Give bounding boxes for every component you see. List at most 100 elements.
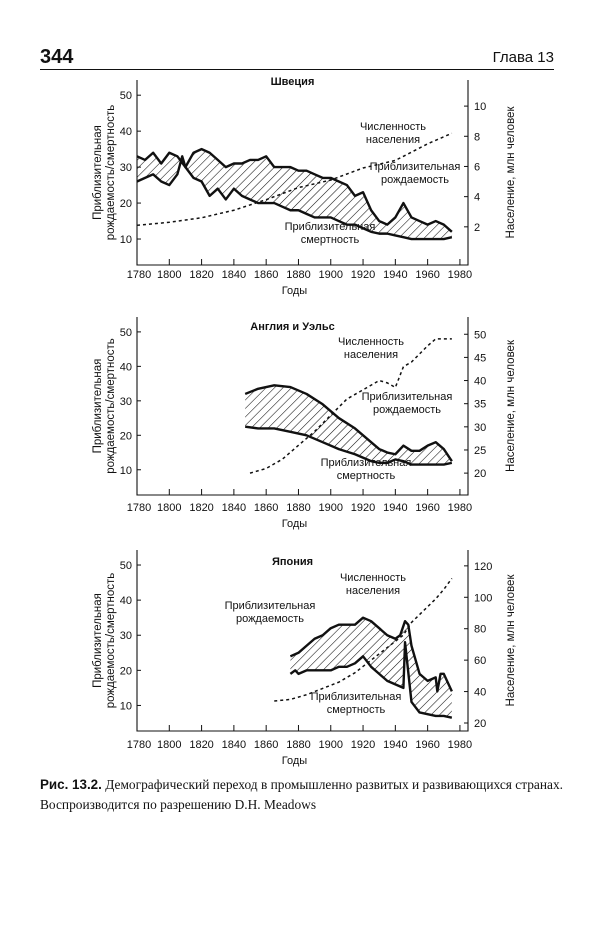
x-tick-label: 1900 bbox=[319, 502, 343, 514]
death-rate-line bbox=[245, 425, 453, 466]
y-axis-title: Приблизительная bbox=[92, 593, 104, 688]
y-axis-title: Приблизительная bbox=[92, 125, 104, 220]
x-tick-label: 1860 bbox=[254, 269, 278, 281]
x-tick-label: 1880 bbox=[286, 269, 310, 281]
caption-label: Рис. 13.2. bbox=[40, 777, 102, 792]
y2-tick-label: 40 bbox=[474, 687, 486, 699]
annotation-birth: Приблизительная bbox=[362, 391, 453, 403]
y2-tick-label: 20 bbox=[474, 468, 486, 480]
y2-tick-label: 100 bbox=[474, 592, 492, 604]
population-line bbox=[249, 338, 452, 474]
birth-rate-line bbox=[136, 147, 453, 233]
birth-rate-line bbox=[244, 384, 453, 462]
y2-tick-label: 10 bbox=[474, 101, 486, 113]
y2-tick-label: 80 bbox=[474, 624, 486, 636]
y2-tick-label: 120 bbox=[474, 561, 492, 573]
x-axis-title: Годы bbox=[282, 755, 308, 767]
y2-tick-label: 60 bbox=[474, 655, 486, 667]
axis-frame bbox=[136, 550, 469, 732]
annotation-birth: рождаемость bbox=[373, 404, 441, 416]
x-tick-label: 1860 bbox=[254, 739, 278, 751]
figure-caption: Рис. 13.2. Демографический переход в про… bbox=[40, 775, 564, 815]
y2-tick-label: 6 bbox=[474, 161, 480, 173]
y2-tick-label: 4 bbox=[474, 192, 480, 204]
y-tick-label: 40 bbox=[120, 595, 132, 607]
y-tick-label: 30 bbox=[120, 630, 132, 642]
x-tick-label: 1920 bbox=[351, 269, 375, 281]
x-tick-label: 1960 bbox=[415, 269, 439, 281]
y2-tick-label: 40 bbox=[474, 376, 486, 388]
y-tick-label: 20 bbox=[120, 198, 132, 210]
birth-rate-line bbox=[289, 616, 453, 693]
axis-frame bbox=[136, 317, 469, 496]
y2-tick-label: 30 bbox=[474, 422, 486, 434]
y-tick-label: 10 bbox=[120, 700, 132, 712]
annotation-birth: рождаемость bbox=[381, 174, 449, 186]
chart-title: Япония bbox=[272, 556, 313, 568]
annotation-population: населения bbox=[344, 349, 398, 361]
caption-text: Демографический переход в промышленно ра… bbox=[40, 777, 564, 812]
x-tick-label: 1980 bbox=[448, 739, 472, 751]
annotation-population: населения bbox=[366, 134, 420, 146]
x-tick-label: 1820 bbox=[189, 269, 213, 281]
x-tick-label: 1940 bbox=[383, 502, 407, 514]
chart-title: Швеция bbox=[271, 76, 315, 88]
x-tick-label: 1800 bbox=[157, 502, 181, 514]
y2-axis-title: Население, млн человек bbox=[505, 574, 517, 707]
population-line bbox=[136, 132, 453, 227]
annotation-population: Численность bbox=[340, 572, 406, 584]
y-axis-title: рождаемость/смертность bbox=[105, 105, 117, 241]
annotation-death: смертность bbox=[327, 704, 386, 716]
y-tick-label: 40 bbox=[120, 361, 132, 373]
y2-tick-label: 2 bbox=[474, 222, 480, 234]
annotation-death: Приблизительная bbox=[321, 457, 412, 469]
annotation-death: Приблизительная bbox=[285, 221, 376, 233]
chart-title: Англия и Уэльс bbox=[250, 321, 334, 333]
annotation-population: населения bbox=[346, 585, 400, 597]
y-tick-label: 10 bbox=[120, 465, 132, 477]
annotation-population: Численность bbox=[338, 336, 404, 348]
y-tick-label: 50 bbox=[120, 90, 132, 102]
death-rate-line bbox=[136, 155, 453, 241]
x-tick-label: 1860 bbox=[254, 502, 278, 514]
x-tick-label: 1840 bbox=[222, 739, 246, 751]
y-tick-label: 10 bbox=[120, 234, 132, 246]
x-tick-label: 1980 bbox=[448, 269, 472, 281]
x-tick-label: 1940 bbox=[383, 739, 407, 751]
y2-tick-label: 50 bbox=[474, 329, 486, 341]
x-tick-label: 1780 bbox=[127, 502, 151, 514]
y2-axis-title: Население, млн человек bbox=[505, 339, 517, 472]
y2-tick-label: 20 bbox=[474, 718, 486, 730]
x-tick-label: 1780 bbox=[127, 269, 151, 281]
y2-tick-label: 8 bbox=[474, 131, 480, 143]
x-tick-label: 1940 bbox=[383, 269, 407, 281]
hatched-gap-area bbox=[137, 149, 452, 240]
x-tick-label: 1840 bbox=[222, 502, 246, 514]
chapter-title: Глава 13 bbox=[492, 49, 554, 66]
y-axis-title: рождаемость/смертность bbox=[105, 338, 117, 474]
x-tick-label: 1820 bbox=[189, 739, 213, 751]
y-axis-title: рождаемость/смертность bbox=[105, 573, 117, 709]
y2-tick-label: 25 bbox=[474, 445, 486, 457]
death-rate-line bbox=[289, 641, 453, 719]
y2-tick-label: 35 bbox=[474, 399, 486, 411]
y-axis-title: Приблизительная bbox=[92, 359, 104, 454]
x-tick-label: 1800 bbox=[157, 739, 181, 751]
y-tick-label: 20 bbox=[120, 430, 132, 442]
x-tick-label: 1780 bbox=[127, 739, 151, 751]
x-tick-label: 1980 bbox=[448, 502, 472, 514]
annotation-birth: рождаемость bbox=[236, 613, 304, 625]
y-tick-label: 30 bbox=[120, 396, 132, 408]
x-tick-label: 1880 bbox=[286, 502, 310, 514]
x-tick-label: 1900 bbox=[319, 739, 343, 751]
x-tick-label: 1920 bbox=[351, 502, 375, 514]
x-tick-label: 1820 bbox=[189, 502, 213, 514]
x-tick-label: 1920 bbox=[351, 739, 375, 751]
y-tick-label: 50 bbox=[120, 560, 132, 572]
y2-tick-label: 45 bbox=[474, 352, 486, 364]
header-rule bbox=[40, 69, 554, 70]
y-tick-label: 40 bbox=[120, 126, 132, 138]
page-number: 344 bbox=[40, 46, 74, 68]
x-tick-label: 1840 bbox=[222, 269, 246, 281]
demographic-transition-figure: Швеция 10 20 30 40 50 2 4 6 8 10 1800 1820 1840 1860 18… bbox=[92, 76, 517, 767]
